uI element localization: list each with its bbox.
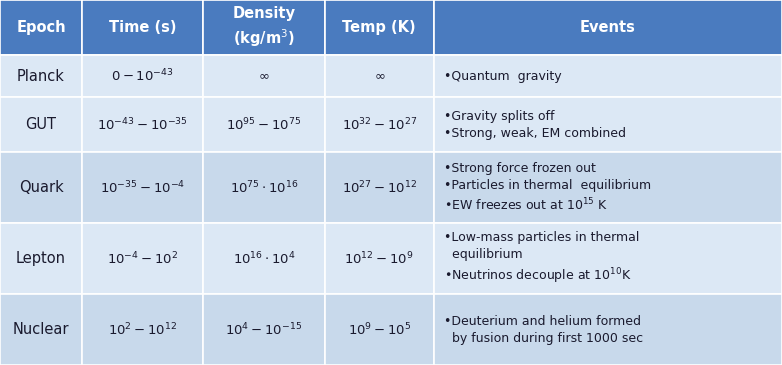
Bar bbox=[0, 97, 82, 152]
Bar bbox=[434, 0, 782, 55]
Bar bbox=[325, 97, 434, 152]
Bar bbox=[325, 294, 434, 365]
Bar bbox=[0, 223, 82, 294]
Text: Time (s): Time (s) bbox=[109, 20, 177, 35]
Bar bbox=[325, 0, 434, 55]
Text: $10^{16} \cdot 10^{4}$: $10^{16} \cdot 10^{4}$ bbox=[232, 250, 296, 267]
Bar bbox=[203, 223, 325, 294]
Text: Nuclear: Nuclear bbox=[13, 322, 70, 337]
Text: •Gravity splits off
•Strong, weak, EM combined: •Gravity splits off •Strong, weak, EM co… bbox=[444, 110, 626, 140]
Text: Epoch: Epoch bbox=[16, 20, 66, 35]
Text: $10^{95} - 10^{75}$: $10^{95} - 10^{75}$ bbox=[226, 116, 302, 133]
Text: GUT: GUT bbox=[26, 117, 56, 132]
Text: $10^{4} - 10^{-15}$: $10^{4} - 10^{-15}$ bbox=[225, 321, 303, 338]
Bar bbox=[203, 152, 325, 223]
Bar bbox=[434, 152, 782, 223]
Text: $10^{-35} - 10^{-4}$: $10^{-35} - 10^{-4}$ bbox=[100, 179, 185, 196]
Bar bbox=[0, 55, 82, 97]
Bar bbox=[0, 294, 82, 365]
Text: Lepton: Lepton bbox=[16, 251, 66, 266]
Bar bbox=[325, 55, 434, 97]
Text: Quark: Quark bbox=[19, 180, 63, 195]
Text: •Deuterium and helium formed
  by fusion during first 1000 sec: •Deuterium and helium formed by fusion d… bbox=[444, 315, 644, 345]
Text: Events: Events bbox=[580, 20, 636, 35]
Bar bbox=[325, 223, 434, 294]
Text: $10^{9} - 10^{5}$: $10^{9} - 10^{5}$ bbox=[347, 321, 411, 338]
Bar bbox=[434, 294, 782, 365]
Bar bbox=[325, 152, 434, 223]
Text: Planck: Planck bbox=[17, 69, 65, 84]
Bar bbox=[203, 97, 325, 152]
Bar bbox=[82, 152, 203, 223]
Bar bbox=[203, 55, 325, 97]
Text: Temp (K): Temp (K) bbox=[343, 20, 416, 35]
Text: $\infty$: $\infty$ bbox=[258, 70, 270, 82]
Bar bbox=[82, 294, 203, 365]
Text: •Low-mass particles in thermal
  equilibrium
•Neutrinos decouple at $10^{10}$K: •Low-mass particles in thermal equilibri… bbox=[444, 231, 640, 286]
Text: $10^{27} - 10^{12}$: $10^{27} - 10^{12}$ bbox=[342, 179, 417, 196]
Bar bbox=[82, 55, 203, 97]
Bar bbox=[434, 223, 782, 294]
Text: •Quantum  gravity: •Quantum gravity bbox=[444, 70, 561, 82]
Bar bbox=[0, 152, 82, 223]
Bar bbox=[82, 0, 203, 55]
Text: $10^{32} - 10^{27}$: $10^{32} - 10^{27}$ bbox=[342, 116, 417, 133]
Text: $10^{-43} - 10^{-35}$: $10^{-43} - 10^{-35}$ bbox=[97, 116, 188, 133]
Bar bbox=[82, 97, 203, 152]
Text: $10^{12} - 10^{9}$: $10^{12} - 10^{9}$ bbox=[344, 250, 414, 267]
Bar bbox=[434, 97, 782, 152]
Text: $10^{2} - 10^{12}$: $10^{2} - 10^{12}$ bbox=[108, 321, 178, 338]
Bar bbox=[203, 0, 325, 55]
Text: Density
(kg/m$^3$): Density (kg/m$^3$) bbox=[232, 6, 296, 49]
Bar bbox=[0, 0, 82, 55]
Bar bbox=[203, 294, 325, 365]
Bar bbox=[434, 55, 782, 97]
Text: $0 - 10^{-43}$: $0 - 10^{-43}$ bbox=[112, 68, 174, 84]
Text: •Strong force frozen out
•Particles in thermal  equilibrium
•EW freezes out at $: •Strong force frozen out •Particles in t… bbox=[444, 162, 651, 214]
Bar bbox=[82, 223, 203, 294]
Text: $10^{75} \cdot 10^{16}$: $10^{75} \cdot 10^{16}$ bbox=[230, 179, 298, 196]
Text: $\infty$: $\infty$ bbox=[374, 70, 385, 82]
Text: $10^{-4} - 10^{2}$: $10^{-4} - 10^{2}$ bbox=[107, 250, 178, 267]
